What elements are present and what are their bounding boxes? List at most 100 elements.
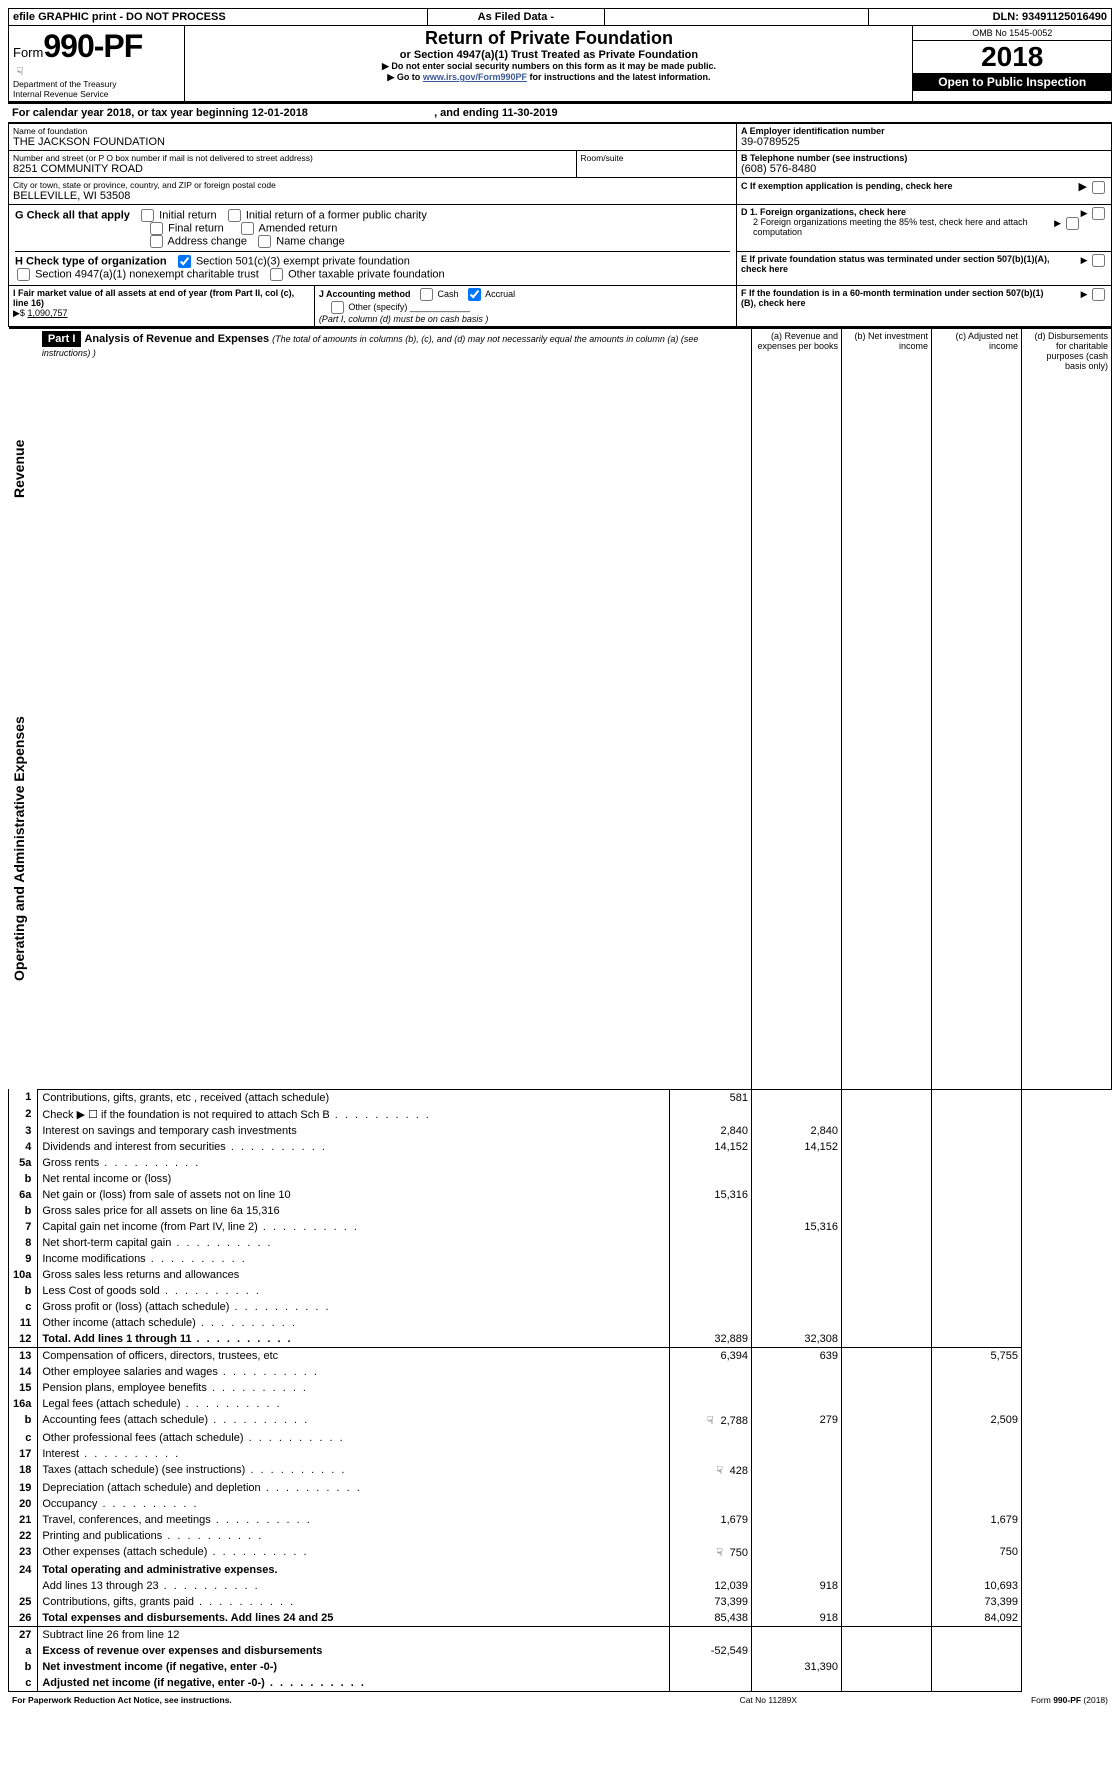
col-d [932,1267,1022,1283]
col-a: 581 [670,1089,752,1106]
table-row: 14Other employee salaries and wages [9,1364,1112,1380]
col-a: 2,788 [670,1412,752,1430]
attachment-icon[interactable] [713,1464,727,1478]
irs-link[interactable]: www.irs.gov/Form990PF [423,72,527,82]
chk-f[interactable] [1092,288,1105,301]
chk-cash[interactable] [420,288,433,301]
chk-amended[interactable] [241,222,254,235]
col-b-header: (b) Net investment income [842,328,932,1089]
table-row: 7Capital gain net income (from Part IV, … [9,1219,1112,1235]
col-d: 2,509 [932,1412,1022,1430]
chk-accrual[interactable] [468,288,481,301]
chk-name[interactable] [258,235,271,248]
chk-e[interactable] [1092,254,1105,267]
chk-4947[interactable] [17,268,30,281]
line-num: 24 [9,1562,38,1578]
open-inspection: Open to Public Inspection [913,73,1111,91]
line-desc: Occupancy [38,1496,670,1512]
line-num: 5a [9,1155,38,1171]
col-b [752,1512,842,1528]
line-desc: Net short-term capital gain [38,1235,670,1251]
table-row: 21Travel, conferences, and meetings1,679… [9,1512,1112,1528]
col-b [752,1544,842,1562]
chk-other-taxable[interactable] [270,268,283,281]
col-c [842,1106,932,1123]
col-c [842,1659,932,1675]
table-row: 19Depreciation (attach schedule) and dep… [9,1480,1112,1496]
chk-d2[interactable] [1066,217,1079,230]
attachment-icon[interactable] [713,1546,727,1560]
table-row: 9Income modifications [9,1251,1112,1267]
line-desc: Legal fees (attach schedule) [38,1396,670,1412]
col-a [670,1299,752,1315]
col-d [932,1643,1022,1659]
table-row: 13Compensation of officers, directors, t… [9,1347,1112,1364]
table-row: 15Pension plans, employee benefits [9,1380,1112,1396]
table-row: 2Check ▶ ☐ if the foundation is not requ… [9,1106,1112,1123]
line-num: 23 [9,1544,38,1562]
line-desc: Travel, conferences, and meetings [38,1512,670,1528]
chk-final[interactable] [150,222,163,235]
table-row: 6aNet gain or (loss) from sale of assets… [9,1187,1112,1203]
col-b: 639 [752,1347,842,1364]
checkbox-c[interactable] [1092,181,1105,194]
table-row: 4Dividends and interest from securities1… [9,1139,1112,1155]
col-c [842,1480,932,1496]
table-row: 11Other income (attach schedule) [9,1315,1112,1331]
col-d [932,1139,1022,1155]
col-d [932,1396,1022,1412]
col-a [670,1106,752,1123]
col-a [670,1626,752,1643]
col-d [932,1562,1022,1578]
col-d [932,1462,1022,1480]
line-desc: Gross sales less returns and allowances [38,1267,670,1283]
chk-other-method[interactable] [331,301,344,314]
col-d [932,1089,1022,1106]
col-d [932,1155,1022,1171]
col-b: 32,308 [752,1331,842,1348]
line-desc: Taxes (attach schedule) (see instruction… [38,1462,670,1480]
col-a [670,1675,752,1692]
col-b [752,1496,842,1512]
line-num: 2 [9,1106,38,1123]
foundation-name: THE JACKSON FOUNDATION [13,136,732,148]
col-a [670,1171,752,1187]
col-c [842,1610,932,1627]
col-b [752,1675,842,1692]
col-a [670,1446,752,1462]
form-year: 2018 [913,41,1111,73]
col-d [932,1203,1022,1219]
chk-address[interactable] [150,235,163,248]
chk-initial[interactable] [141,209,154,222]
line-num: 4 [9,1139,38,1155]
col-b [752,1106,842,1123]
chk-501c3[interactable] [178,255,191,268]
line-desc: Other professional fees (attach schedule… [38,1430,670,1446]
col-b [752,1594,842,1610]
col-c [842,1626,932,1643]
col-c [842,1512,932,1528]
col-a [670,1219,752,1235]
table-row: 10aGross sales less returns and allowanc… [9,1267,1112,1283]
chk-initial-former[interactable] [228,209,241,222]
line-num: 8 [9,1235,38,1251]
line-desc: Accounting fees (attach schedule) [38,1412,670,1430]
col-b [752,1235,842,1251]
col-b: 31,390 [752,1659,842,1675]
col-a [670,1430,752,1446]
col-d: 73,399 [932,1594,1022,1610]
chk-d1[interactable] [1092,207,1105,220]
col-b [752,1528,842,1544]
line-desc: Dividends and interest from securities [38,1139,670,1155]
col-a [670,1659,752,1675]
cat-no: Cat No 11289X [673,1693,864,1707]
col-a: 85,438 [670,1610,752,1627]
form-footer: Form 990-PF (2018) [864,1693,1112,1707]
line-num: 10a [9,1267,38,1283]
col-d [932,1496,1022,1512]
col-b [752,1562,842,1578]
line-desc: Depreciation (attach schedule) and deple… [38,1480,670,1496]
line-num: 25 [9,1594,38,1610]
attachment-icon[interactable] [703,1414,717,1428]
table-row: cGross profit or (loss) (attach schedule… [9,1299,1112,1315]
